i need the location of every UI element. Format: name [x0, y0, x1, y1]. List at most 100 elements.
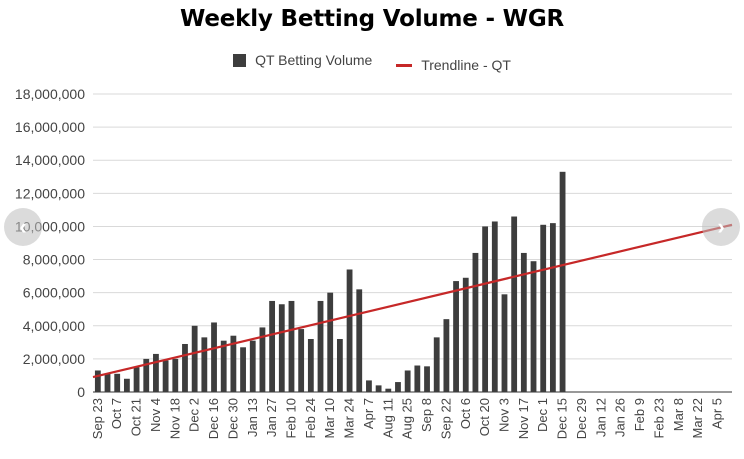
bar [298, 329, 305, 392]
bar [520, 252, 527, 392]
bar [230, 335, 237, 392]
x-tick-label: Dec 1 [535, 398, 550, 432]
bar [559, 171, 566, 392]
y-tick-label: 14,000,000 [15, 152, 85, 168]
y-tick-label: 4,000,000 [23, 318, 85, 334]
bar [366, 380, 372, 392]
x-tick-label: Feb 9 [632, 398, 647, 431]
x-tick-label: Feb 23 [651, 398, 666, 438]
bar [443, 319, 450, 392]
bar [278, 304, 285, 392]
bar [104, 373, 111, 392]
bar [482, 226, 489, 392]
y-tick-label: 18,000,000 [15, 86, 85, 102]
x-tick-label: Sep 22 [438, 398, 453, 439]
x-tick-label: Mar 10 [322, 398, 337, 438]
legend-swatch-trendline [396, 63, 413, 67]
x-tick-label: Oct 20 [477, 398, 492, 436]
bar [143, 358, 150, 392]
bar [182, 343, 188, 392]
bar [191, 325, 198, 392]
bar [259, 327, 266, 392]
x-tick-label: Apr 5 [709, 398, 724, 429]
bar [307, 339, 314, 392]
x-tick-label: Feb 24 [303, 398, 318, 438]
x-tick-label: Feb 10 [283, 398, 298, 438]
bar [220, 340, 227, 392]
bar [162, 360, 169, 392]
legend-item-bars: QT Betting Volume [233, 52, 372, 68]
bar [346, 269, 353, 392]
bar [114, 373, 121, 392]
x-tick-label: Mar 24 [342, 398, 357, 438]
prev-arrow-glyph: ‹ [19, 214, 27, 239]
bar [395, 382, 401, 392]
bar [530, 261, 537, 392]
y-tick-label: 6,000,000 [23, 285, 85, 301]
bar [472, 252, 479, 392]
bar [453, 281, 459, 392]
bar [240, 347, 246, 392]
bar [356, 289, 363, 392]
x-tick-label: Sep 8 [419, 398, 434, 432]
y-tick-label: 12,000,000 [15, 185, 85, 201]
bar [404, 370, 411, 392]
bar [317, 300, 324, 392]
x-tick-label: Oct 7 [109, 398, 124, 429]
x-tick-label: Jan 13 [245, 398, 260, 437]
bar [433, 337, 440, 392]
y-tick-label: 0 [77, 384, 85, 400]
prev-arrow-icon[interactable]: ‹ [4, 208, 42, 246]
x-tick-label: Dec 2 [187, 398, 202, 432]
legend-label-trendline: Trendline - QT [421, 57, 511, 73]
x-tick-label: Dec 30 [225, 398, 240, 439]
bar [491, 221, 498, 392]
bar [249, 340, 256, 392]
bar [385, 388, 392, 392]
x-tick-label: Sep 23 [90, 398, 105, 439]
x-tick-label: Oct 21 [129, 398, 144, 436]
x-tick-label: Jan 26 [613, 398, 628, 437]
x-tick-label: Jan 12 [593, 398, 608, 437]
x-tick-label: Dec 16 [206, 398, 221, 439]
bar [269, 300, 276, 392]
x-tick-label: Oct 6 [458, 398, 473, 429]
x-tick-label: Dec 15 [555, 398, 570, 439]
x-tick-label: Nov 18 [167, 398, 182, 439]
bar [211, 322, 217, 392]
y-tick-label: 8,000,000 [23, 252, 85, 268]
bar [375, 385, 382, 392]
bar [201, 337, 208, 392]
legend-label-bars: QT Betting Volume [255, 52, 373, 68]
bar [414, 365, 421, 392]
bar [549, 223, 556, 392]
bar [288, 300, 295, 392]
x-tick-label: Dec 29 [574, 398, 589, 439]
x-tick-label: Jan 27 [264, 398, 279, 437]
x-tick-label: Aug 25 [400, 398, 415, 439]
chart-title: Weekly Betting Volume - WGR [179, 6, 565, 32]
x-tick-label: Mar 8 [671, 398, 686, 431]
bar [133, 367, 140, 392]
bar [172, 358, 179, 392]
legend-swatch-bars [233, 53, 247, 67]
bar [153, 353, 159, 392]
x-tick-label: Nov 17 [516, 398, 531, 439]
bar [94, 370, 101, 392]
x-tick-label: Nov 3 [496, 398, 511, 432]
legend: QT Betting Volume Trendline - QT [0, 52, 744, 73]
next-arrow-icon[interactable]: › [702, 208, 740, 246]
bar [123, 378, 130, 392]
legend-item-trendline: Trendline - QT [396, 57, 511, 73]
y-tick-label: 2,000,000 [23, 351, 85, 367]
trendline [92, 223, 733, 379]
x-tick-label: Aug 11 [380, 398, 395, 438]
y-tick-label: 16,000,000 [15, 119, 85, 135]
next-arrow-glyph: › [717, 214, 725, 239]
bar [327, 292, 334, 392]
x-tick-label: Mar 22 [690, 398, 705, 438]
x-tick-label: Apr 7 [361, 398, 376, 429]
x-tick-label: Nov 4 [148, 398, 163, 432]
bar [540, 224, 547, 392]
